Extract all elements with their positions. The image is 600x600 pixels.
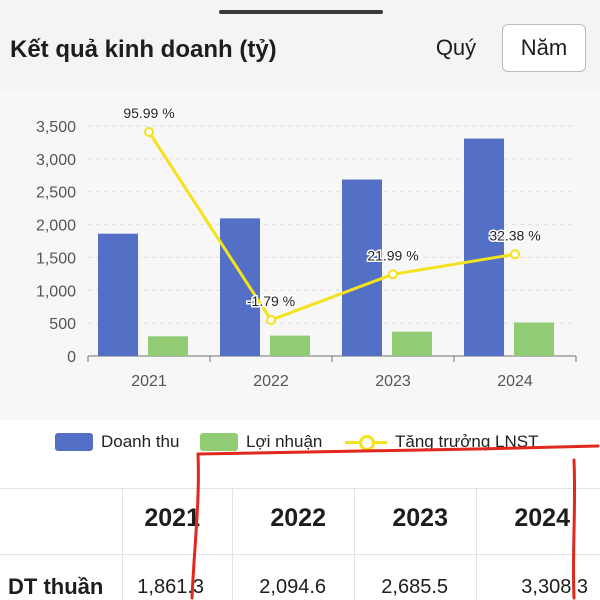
table-col-divider xyxy=(232,488,233,600)
drag-handle[interactable] xyxy=(219,10,383,14)
y-tick-label: 3,000 xyxy=(36,152,76,169)
profit-bar xyxy=(148,336,188,356)
profit-bar xyxy=(392,331,432,356)
legend-item-growth[interactable]: Tăng trưởng LNST xyxy=(345,432,538,452)
y-tick-label: 500 xyxy=(49,316,76,333)
table-cell: 3,308.3 xyxy=(521,576,588,598)
x-tick-label: 2024 xyxy=(497,373,533,390)
growth-point xyxy=(144,127,154,137)
y-tick-label: 1,500 xyxy=(36,250,76,267)
revenue-bar xyxy=(220,218,260,356)
legend-swatch-profit xyxy=(200,433,238,451)
growth-line xyxy=(147,131,516,322)
y-tick-label: 0 xyxy=(67,349,76,366)
table-border-top xyxy=(0,488,600,489)
legend-label-profit: Lợi nhuận xyxy=(246,432,323,451)
table-cell: 2,685.5 xyxy=(381,576,448,598)
y-tick-label: 2,000 xyxy=(36,218,76,235)
business-results-chart: 0 500 1,000 1,500 2,000 2,500 3,000 3,500 2021 20… xyxy=(36,104,577,390)
financial-table: 2021 2022 2023 2024 DT thuần 1,861.3 2,0… xyxy=(0,488,600,600)
table-col-divider xyxy=(476,488,477,600)
revenue-bar xyxy=(342,179,382,356)
profit-bar xyxy=(514,322,554,356)
growth-point xyxy=(510,249,520,260)
tab-quarter[interactable]: Quý xyxy=(435,35,477,60)
legend-item-profit[interactable]: Lợi nhuận xyxy=(200,432,322,452)
growth-data-label: 95.99 % xyxy=(123,105,174,121)
row-label-net-revenue: DT thuần xyxy=(8,574,104,599)
table-header-year: 2024 xyxy=(514,504,570,532)
revenue-bar xyxy=(464,138,504,356)
growth-data-label: 21.99 % xyxy=(367,247,418,263)
table-col-divider xyxy=(354,488,355,600)
legend-line-growth-icon xyxy=(345,433,387,451)
table-header-year: 2022 xyxy=(270,504,326,532)
y-tick-label: 1,000 xyxy=(36,283,76,300)
growth-data-label: 32.38 % xyxy=(489,227,540,243)
growth-point xyxy=(266,315,276,325)
chart-legend: Doanh thu Lợi nhuận Tăng trưởng LNST xyxy=(0,430,600,460)
table-header-year: 2023 xyxy=(392,504,448,532)
table-cell: 1,861.3 xyxy=(137,576,204,598)
profit-bar xyxy=(270,335,310,356)
table-cell: 2,094.6 xyxy=(259,576,326,598)
growth-point xyxy=(388,269,398,280)
legend-label-growth: Tăng trưởng LNST xyxy=(395,432,539,451)
growth-data-label: -1.79 % xyxy=(247,293,295,309)
x-tick-label: 2023 xyxy=(375,373,411,390)
legend-label-revenue: Doanh thu xyxy=(101,432,180,451)
header-bar: Kết quả kinh doanh (tỷ) Quý Năm xyxy=(0,0,600,90)
revenue-bar xyxy=(98,233,138,356)
table-header-year: 2021 xyxy=(144,504,200,532)
tab-year[interactable]: Năm xyxy=(502,24,586,72)
x-tick-label: 2021 xyxy=(131,373,167,390)
x-tick-label: 2022 xyxy=(253,373,289,390)
page-title: Kết quả kinh doanh (tỷ) xyxy=(10,36,277,63)
legend-swatch-revenue xyxy=(55,433,93,451)
y-tick-label: 2,500 xyxy=(36,185,76,202)
legend-item-revenue[interactable]: Doanh thu xyxy=(55,432,179,452)
table-row-divider xyxy=(0,554,600,555)
table-col-divider xyxy=(122,488,123,600)
y-tick-label: 3,500 xyxy=(36,119,76,136)
